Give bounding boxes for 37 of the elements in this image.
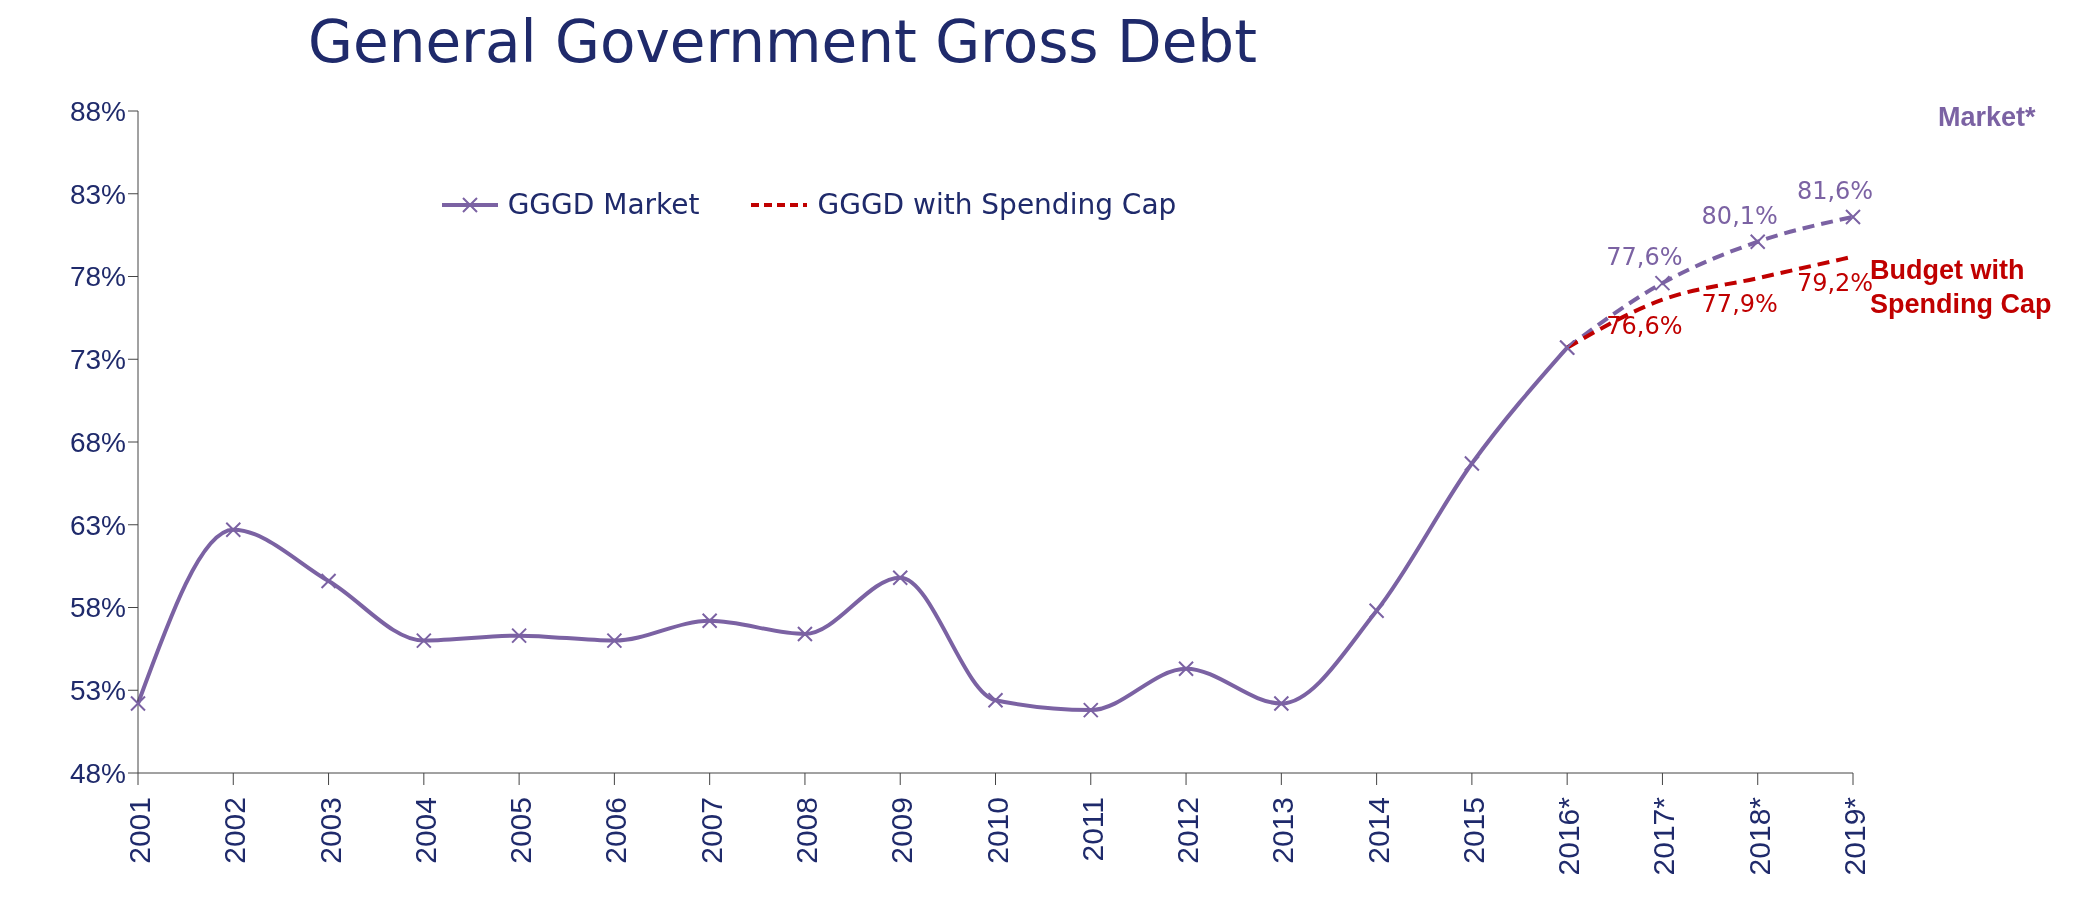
- x-tick-label: 2014: [1361, 797, 1395, 864]
- text: Market*: [1938, 101, 2037, 134]
- x-tick-label: 2005: [504, 797, 538, 864]
- x-tick-label: 2018*: [1742, 796, 1776, 876]
- y-tick-label: 48%: [69, 757, 126, 789]
- x-tick-label: 2004: [408, 797, 442, 864]
- y-tick-label: 58%: [69, 592, 126, 624]
- x-tick-label: 2003: [313, 797, 347, 864]
- x-tick-label: 2010: [980, 797, 1014, 864]
- data-label: 81,6%: [1796, 176, 1874, 205]
- x-tick-label: 2006: [599, 797, 633, 864]
- x-tick-label: 2001: [123, 797, 156, 864]
- legend-label: GGGD Market: [507, 188, 700, 221]
- y-tick-label: 88%: [69, 95, 126, 127]
- y-tick-label: 83%: [69, 178, 126, 210]
- data-label: 76,6%: [1606, 311, 1683, 340]
- x-tick-label: 2019*: [1838, 796, 1871, 876]
- y-tick-label: 63%: [69, 509, 126, 541]
- x-tick-label: 2016*: [1552, 796, 1586, 876]
- x-tick-label: 2012: [1171, 797, 1205, 864]
- data-label: 77,9%: [1701, 290, 1778, 319]
- y-tick-label: 68%: [69, 426, 126, 458]
- x-tick-label: 2009: [885, 797, 919, 864]
- legend-label: GGGD with Spending Cap: [817, 188, 1177, 221]
- x-tick-label: 2008: [789, 797, 823, 864]
- x-tick-label: 2011: [1075, 797, 1109, 862]
- x-tick-label: 2007: [694, 797, 728, 864]
- data-label: 77,6%: [1606, 243, 1683, 272]
- y-tick-label: 78%: [69, 261, 126, 293]
- x-tick-label: 2017*: [1647, 796, 1681, 876]
- y-tick-label: 73%: [69, 344, 126, 376]
- data-label: 80,1%: [1701, 201, 1778, 230]
- x-tick-label: 2002: [218, 797, 252, 864]
- x-tick-label: 2013: [1266, 797, 1300, 864]
- y-tick-label: 53%: [69, 675, 126, 707]
- x-tick-label: 2015: [1456, 797, 1490, 864]
- chart-title: General Government Gross Debt: [308, 8, 1257, 76]
